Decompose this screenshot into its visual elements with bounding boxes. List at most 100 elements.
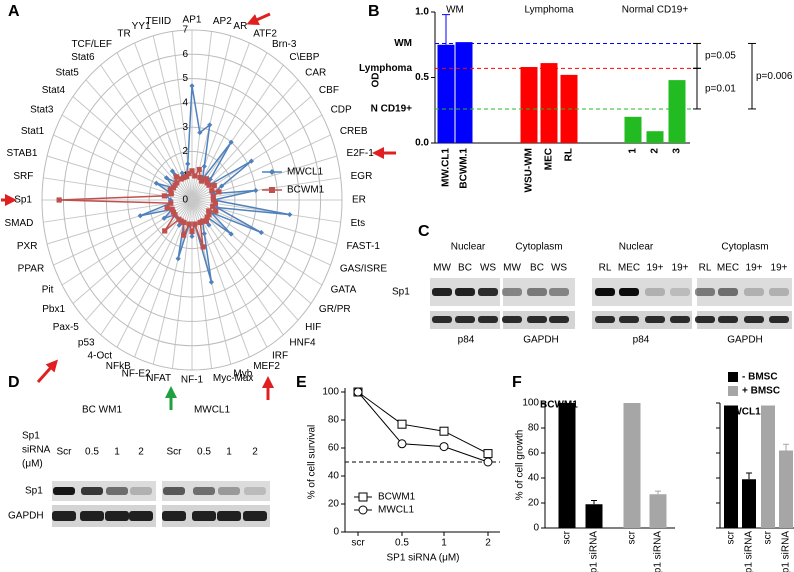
blot-band — [744, 288, 764, 296]
category-label: ER — [352, 195, 366, 206]
lane-label: Scr — [57, 447, 73, 458]
blot-strip — [697, 278, 792, 306]
category-label: Stat5 — [56, 67, 80, 78]
row-label: Sp1 — [25, 486, 43, 497]
x-tick-label: 0.5 — [395, 538, 409, 549]
marker — [206, 182, 212, 188]
marker — [483, 449, 493, 459]
marker — [192, 173, 198, 179]
x-tick-label: 3 — [672, 148, 683, 154]
category-label: NF-E2 — [122, 369, 151, 380]
marker — [212, 200, 218, 207]
marker — [203, 218, 209, 224]
spoke — [191, 35, 232, 201]
y-tick-label: 0.0 — [415, 138, 429, 149]
marker — [163, 175, 170, 181]
reference-label: N CD19+ — [371, 104, 413, 115]
category-label: CAR — [305, 67, 326, 78]
marker — [186, 170, 192, 177]
marker — [179, 170, 185, 176]
marker — [209, 188, 215, 194]
blot-band — [162, 511, 186, 521]
loading-label: GAPDH — [727, 335, 763, 346]
bar — [520, 67, 538, 143]
blot-band — [81, 487, 103, 495]
legend-swatch — [728, 386, 738, 396]
marker — [162, 228, 168, 234]
blot-band — [52, 511, 76, 521]
blot-band — [432, 288, 452, 296]
series-line — [357, 391, 489, 463]
x-tick-label: scr — [562, 530, 573, 544]
category-label: NFAT — [146, 373, 171, 384]
lane-label: RL — [699, 263, 712, 274]
category-label: AP2 — [213, 16, 232, 27]
panel-letter: B — [368, 3, 380, 20]
lane-label: RL — [599, 263, 612, 274]
blot-header: Cytoplasm — [515, 242, 562, 253]
marker — [439, 426, 449, 436]
blot-header: BC WM1 — [82, 405, 122, 416]
blot-header: Nuclear — [451, 242, 486, 253]
r-tick-label: 0 — [182, 195, 188, 206]
marker — [189, 228, 195, 235]
x-axis-title: SP1 siRNA (μM) — [387, 553, 460, 564]
spoke — [72, 199, 193, 304]
marker — [196, 166, 202, 173]
bar — [779, 450, 793, 528]
group-label: WM — [446, 5, 464, 16]
category-label: Pbx1 — [42, 304, 65, 315]
blot-band — [595, 288, 615, 296]
marker — [197, 129, 203, 136]
blot-band — [80, 511, 104, 521]
bar — [724, 405, 738, 528]
category-label: 4-Oct — [88, 351, 113, 362]
group-label: Normal CD19+ — [622, 5, 689, 16]
blot-band — [193, 487, 215, 495]
chart-title: MWCL1 — [724, 407, 761, 418]
spoke — [116, 52, 193, 201]
blot-band — [163, 487, 185, 495]
x-tick-label: 1 — [441, 538, 447, 549]
marker — [219, 183, 225, 189]
r-tick-label: 3 — [182, 122, 188, 133]
y-tick-label: 20 — [528, 498, 540, 509]
bar — [540, 63, 558, 144]
blot-band — [695, 316, 715, 323]
marker — [211, 182, 217, 189]
lane-label: MEC — [717, 263, 739, 274]
spoke — [191, 199, 250, 358]
legend-label: - BMSC — [742, 372, 778, 383]
marker — [153, 180, 159, 186]
lane-label: 2 — [252, 447, 258, 458]
y-tick-label: 0 — [533, 523, 539, 534]
marker — [287, 211, 293, 218]
x-tick-label: 2 — [485, 538, 491, 549]
category-label: PXR — [17, 241, 38, 252]
marker — [169, 206, 175, 212]
blot-strip — [52, 481, 156, 501]
marker — [176, 216, 182, 222]
marker — [208, 279, 215, 285]
category-label: GATA — [331, 285, 357, 296]
marker — [199, 178, 205, 184]
spoke — [46, 155, 193, 201]
blot-band — [769, 288, 789, 296]
blot-band — [502, 288, 522, 296]
panel-letter: E — [296, 374, 307, 391]
spoke — [191, 42, 250, 201]
category-label: FAST-1 — [347, 241, 381, 252]
spoke — [191, 31, 213, 201]
y-tick-label: 100 — [522, 398, 539, 409]
lane-label: 1 — [226, 447, 232, 458]
spoke — [61, 114, 193, 201]
panel-letter: D — [8, 374, 20, 391]
bar — [742, 479, 756, 528]
x-tick-label: MEC — [544, 148, 555, 170]
lane-label: BC — [530, 263, 544, 274]
y-tick-label: 0 — [333, 527, 339, 538]
bar — [437, 44, 455, 143]
y-tick-label: 20 — [328, 499, 340, 510]
marker — [175, 256, 181, 262]
bar — [668, 80, 686, 143]
